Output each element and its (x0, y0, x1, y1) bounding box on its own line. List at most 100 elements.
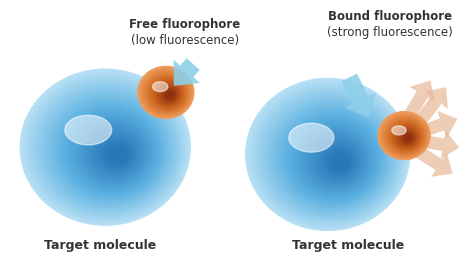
Ellipse shape (380, 113, 429, 159)
Ellipse shape (320, 144, 357, 178)
Ellipse shape (386, 118, 425, 154)
Ellipse shape (159, 85, 179, 103)
Ellipse shape (154, 81, 182, 107)
Ellipse shape (161, 87, 177, 102)
Ellipse shape (256, 88, 402, 223)
Ellipse shape (140, 68, 192, 117)
Ellipse shape (70, 113, 155, 190)
Ellipse shape (104, 142, 130, 167)
Ellipse shape (58, 102, 164, 199)
Ellipse shape (156, 83, 181, 105)
Ellipse shape (27, 75, 185, 220)
Ellipse shape (108, 146, 128, 164)
Ellipse shape (95, 135, 137, 173)
Ellipse shape (138, 66, 194, 118)
Ellipse shape (389, 121, 422, 152)
Ellipse shape (40, 86, 176, 211)
Ellipse shape (151, 78, 184, 109)
Ellipse shape (383, 116, 426, 156)
Ellipse shape (162, 88, 177, 101)
Ellipse shape (142, 70, 191, 116)
Ellipse shape (394, 126, 419, 148)
Ellipse shape (35, 82, 180, 215)
Ellipse shape (79, 121, 148, 184)
Ellipse shape (93, 133, 138, 174)
Ellipse shape (45, 91, 173, 208)
Ellipse shape (297, 124, 373, 194)
Ellipse shape (22, 71, 189, 224)
Ellipse shape (310, 135, 364, 185)
Ellipse shape (49, 94, 170, 205)
Ellipse shape (392, 126, 406, 135)
Ellipse shape (152, 79, 184, 109)
Ellipse shape (38, 85, 177, 213)
Ellipse shape (390, 122, 421, 151)
Ellipse shape (144, 71, 190, 114)
Ellipse shape (388, 120, 423, 153)
Ellipse shape (397, 128, 417, 147)
Ellipse shape (91, 132, 139, 175)
Ellipse shape (393, 125, 419, 149)
Text: (strong fluorescence): (strong fluorescence) (327, 26, 453, 39)
Ellipse shape (88, 128, 142, 178)
Ellipse shape (56, 100, 165, 200)
Ellipse shape (393, 125, 419, 149)
Ellipse shape (68, 111, 156, 191)
Ellipse shape (143, 70, 191, 115)
Ellipse shape (31, 78, 182, 218)
Ellipse shape (401, 131, 414, 144)
Ellipse shape (154, 81, 182, 107)
Ellipse shape (272, 101, 391, 212)
Ellipse shape (395, 126, 418, 148)
Ellipse shape (382, 114, 428, 157)
Ellipse shape (389, 121, 423, 152)
Ellipse shape (405, 136, 410, 140)
Ellipse shape (400, 130, 415, 145)
Ellipse shape (155, 82, 182, 106)
Ellipse shape (148, 76, 186, 111)
Ellipse shape (301, 127, 370, 191)
Ellipse shape (161, 87, 177, 102)
Ellipse shape (109, 147, 127, 163)
Ellipse shape (253, 84, 405, 226)
Ellipse shape (396, 127, 418, 147)
Ellipse shape (263, 93, 397, 218)
Ellipse shape (26, 74, 186, 221)
Ellipse shape (100, 139, 133, 169)
Ellipse shape (401, 132, 414, 143)
Ellipse shape (141, 69, 191, 116)
Ellipse shape (323, 147, 355, 176)
Ellipse shape (29, 77, 184, 219)
Ellipse shape (325, 148, 353, 175)
Ellipse shape (163, 89, 176, 100)
Ellipse shape (145, 73, 189, 113)
Ellipse shape (54, 99, 166, 202)
Ellipse shape (47, 93, 171, 206)
Ellipse shape (401, 132, 413, 143)
Ellipse shape (381, 114, 428, 158)
Ellipse shape (146, 73, 188, 113)
Ellipse shape (167, 92, 173, 98)
Ellipse shape (383, 116, 427, 156)
Ellipse shape (99, 138, 134, 170)
Ellipse shape (283, 112, 383, 204)
Ellipse shape (327, 150, 352, 173)
Ellipse shape (165, 90, 174, 99)
Ellipse shape (160, 86, 178, 103)
Text: Free fluorophore: Free fluorophore (129, 18, 241, 31)
Ellipse shape (146, 74, 188, 112)
Ellipse shape (385, 118, 425, 155)
Ellipse shape (84, 125, 145, 180)
Ellipse shape (65, 108, 158, 194)
Ellipse shape (380, 113, 428, 158)
Ellipse shape (155, 82, 181, 106)
Ellipse shape (302, 128, 369, 190)
Ellipse shape (391, 123, 421, 151)
Ellipse shape (247, 80, 409, 229)
Ellipse shape (139, 68, 192, 117)
Ellipse shape (313, 138, 362, 183)
Ellipse shape (90, 130, 140, 177)
Ellipse shape (63, 107, 160, 195)
Ellipse shape (246, 78, 410, 231)
Ellipse shape (81, 122, 147, 183)
